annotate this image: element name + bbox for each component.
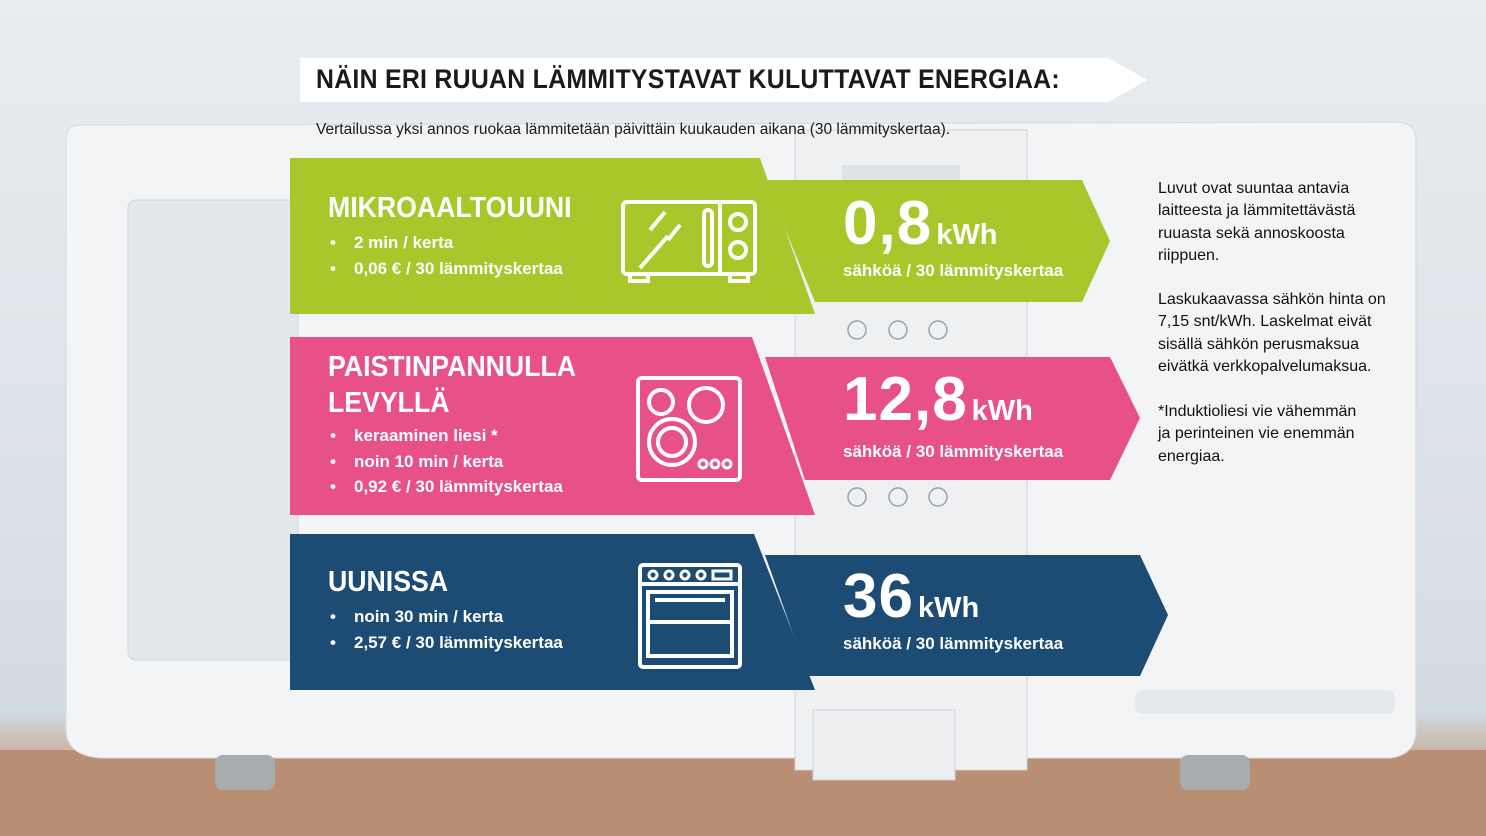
panel-oven-bullets: noin 30 min / kerta 2,57 € / 30 lämmitys… (328, 607, 563, 658)
page-subtitle: Vertailussa yksi annos ruokaa lämmitetää… (316, 121, 951, 138)
panel-pan-bullets: keraaminen liesi * noin 10 min / kerta 0… (328, 426, 563, 503)
title-banner (300, 58, 1148, 102)
pan-energy-value: 12,8 kWh (843, 364, 1033, 435)
arrow-pan (765, 357, 1140, 480)
bullet-item: 2 min / kerta (328, 233, 563, 259)
bullet-item: 0,06 € / 30 lämmityskertaa (328, 259, 563, 285)
bullet-item: 0,92 € / 30 lämmityskertaa (328, 477, 563, 503)
panel-oven-title: UUNISSA (328, 566, 449, 598)
arrow-microwave (765, 180, 1110, 302)
bullet-item: keraaminen liesi * (328, 426, 563, 452)
bullet-item: noin 30 min / kerta (328, 607, 563, 633)
note-induction: *Induktioliesi vie vähemmän ja perintein… (1158, 403, 1357, 465)
value-unit: kWh (917, 592, 980, 624)
value-unit: kWh (971, 395, 1033, 427)
panel-microwave-title: MIKROAALTOUUNI (328, 192, 572, 224)
arrow-oven (765, 555, 1168, 676)
microwave-energy-value: 0,8 kWh (843, 188, 997, 259)
microwave-energy-caption: sähköä / 30 lämmityskertaa (843, 261, 1064, 280)
bullet-item: noin 10 min / kerta (328, 452, 563, 478)
panel-microwave-bullets: 2 min / kerta 0,06 € / 30 lämmityskertaa (328, 233, 563, 284)
panel-pan-title-line2: LEVYLLÄ (328, 387, 450, 419)
value-number: 36 (843, 562, 914, 631)
note-approximate: Luvut ovat suuntaa antavia laitteesta ja… (1158, 180, 1356, 264)
oven-icon (638, 563, 742, 669)
pan-energy-caption: sähköä / 30 lämmityskertaa (843, 442, 1064, 461)
oven-energy-value: 36 kWh (843, 561, 979, 632)
microwave-icon (621, 200, 757, 283)
note-price: Laskukaavassa sähkön hinta on 7,15 snt/k… (1158, 291, 1386, 375)
bullet-item: 2,57 € / 30 lämmityskertaa (328, 633, 563, 659)
oven-energy-caption: sähköä / 30 lämmityskertaa (843, 634, 1064, 653)
page-title: NÄIN ERI RUUAN LÄMMITYSTAVAT KULUTTAVAT … (316, 64, 1060, 94)
value-unit: kWh (936, 219, 998, 251)
cooktop-icon (636, 376, 742, 482)
value-number: 0,8 (843, 189, 933, 258)
panel-pan-title: PAISTINPANNULLA (328, 351, 577, 383)
value-number: 12,8 (843, 365, 968, 434)
